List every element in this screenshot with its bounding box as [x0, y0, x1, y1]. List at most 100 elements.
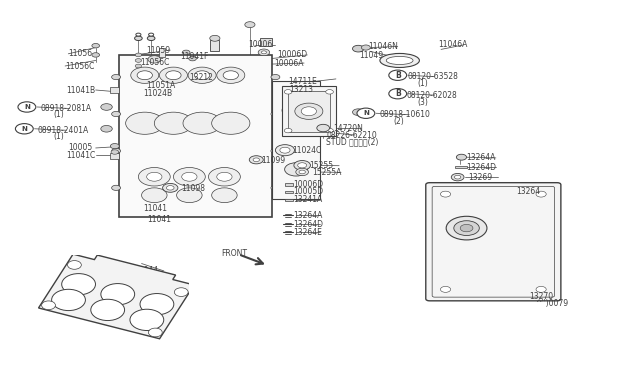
Circle shape [177, 188, 202, 203]
Bar [282, 86, 336, 136]
Circle shape [100, 104, 112, 110]
Text: 08120-62028: 08120-62028 [406, 91, 457, 100]
Circle shape [147, 36, 155, 41]
Circle shape [299, 170, 305, 174]
Text: B: B [395, 89, 401, 98]
FancyBboxPatch shape [426, 183, 561, 301]
Circle shape [389, 89, 406, 99]
Bar [272, 81, 320, 199]
Text: 08226-62210: 08226-62210 [326, 131, 377, 140]
Text: (2): (2) [394, 117, 404, 126]
Text: 15255A: 15255A [312, 168, 342, 177]
Text: 10006A: 10006A [274, 58, 303, 68]
Circle shape [284, 90, 292, 94]
Circle shape [296, 168, 308, 176]
Circle shape [451, 173, 464, 181]
Text: 13264D: 13264D [293, 219, 323, 228]
Text: 13264A: 13264A [467, 153, 496, 163]
Text: 11041: 11041 [147, 215, 172, 224]
Text: 08120-63528: 08120-63528 [407, 72, 458, 81]
Text: 13241A: 13241A [293, 195, 323, 204]
Text: 11051A: 11051A [147, 81, 176, 90]
Text: FRONT: FRONT [221, 249, 247, 258]
Circle shape [100, 125, 112, 132]
Text: 08918-2401A: 08918-2401A [38, 126, 89, 135]
Circle shape [15, 124, 33, 134]
Bar [109, 87, 119, 93]
Text: 15255: 15255 [309, 161, 333, 170]
Text: 13270: 13270 [529, 292, 553, 301]
Circle shape [42, 301, 56, 310]
Circle shape [271, 185, 280, 190]
Circle shape [166, 71, 181, 80]
Ellipse shape [380, 54, 419, 67]
Circle shape [173, 167, 205, 186]
Text: B: B [395, 71, 401, 80]
Circle shape [456, 154, 467, 160]
Text: 10006D: 10006D [277, 51, 307, 60]
Text: 10005D: 10005D [293, 187, 323, 196]
Circle shape [159, 67, 188, 83]
Circle shape [261, 51, 266, 54]
Text: 13212: 13212 [189, 73, 213, 82]
Circle shape [182, 50, 190, 55]
Circle shape [67, 260, 81, 269]
Circle shape [111, 148, 120, 154]
Circle shape [183, 112, 221, 134]
Text: 11046N: 11046N [368, 42, 397, 51]
Circle shape [101, 283, 134, 305]
Text: N: N [24, 104, 30, 110]
Bar [285, 199, 292, 201]
Circle shape [18, 102, 36, 112]
Text: 11059: 11059 [147, 46, 171, 55]
Text: (3): (3) [417, 98, 428, 107]
Text: 14711E: 14711E [288, 77, 317, 86]
Text: 13264: 13264 [516, 187, 540, 196]
Circle shape [209, 167, 241, 186]
Bar [119, 55, 272, 217]
Text: 11041: 11041 [143, 204, 167, 214]
Text: 14720N: 14720N [333, 124, 363, 132]
Circle shape [285, 163, 308, 176]
Circle shape [110, 144, 119, 149]
Bar [288, 91, 330, 132]
Circle shape [135, 53, 141, 57]
Circle shape [189, 57, 196, 61]
Text: (1): (1) [417, 79, 428, 88]
Circle shape [111, 150, 118, 154]
Circle shape [284, 128, 292, 133]
Circle shape [258, 49, 269, 56]
Circle shape [111, 74, 120, 80]
Circle shape [212, 188, 237, 203]
Circle shape [217, 67, 245, 83]
Circle shape [163, 183, 178, 192]
Text: 08918-2081A: 08918-2081A [41, 104, 92, 113]
Circle shape [275, 145, 294, 156]
Bar [109, 153, 119, 159]
Text: 13269: 13269 [468, 173, 493, 182]
Text: 11041F: 11041F [180, 52, 208, 61]
Text: STUD スタッド(2): STUD スタッド(2) [326, 137, 379, 146]
Circle shape [301, 107, 317, 116]
Circle shape [253, 158, 259, 161]
Circle shape [217, 172, 232, 181]
Circle shape [52, 289, 85, 311]
Text: 11056: 11056 [68, 49, 92, 58]
Text: 13264A: 13264A [293, 211, 323, 220]
Circle shape [111, 185, 120, 190]
Circle shape [148, 56, 161, 63]
Circle shape [174, 288, 188, 296]
Text: 11024C: 11024C [292, 147, 322, 155]
Bar [285, 191, 292, 193]
Bar [285, 183, 292, 186]
Circle shape [166, 186, 174, 190]
Ellipse shape [387, 57, 413, 64]
Circle shape [188, 67, 216, 83]
Circle shape [136, 33, 141, 36]
Circle shape [317, 124, 330, 132]
Text: 11098: 11098 [181, 184, 205, 193]
Bar [455, 166, 467, 168]
Circle shape [440, 286, 451, 292]
Text: 13213: 13213 [289, 85, 314, 94]
Text: 08918-10610: 08918-10610 [380, 110, 430, 119]
